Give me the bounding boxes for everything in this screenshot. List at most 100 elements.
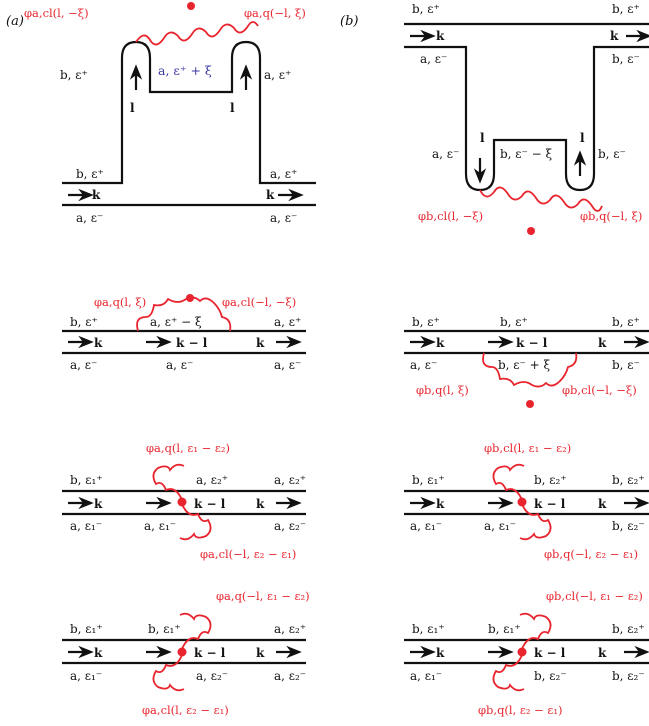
label: b, ε⁺ (70, 315, 98, 329)
label-a-em-left: a, ε⁻ (76, 211, 103, 225)
label: a, ε⁺ (274, 315, 301, 329)
label: a, ε⁻ (70, 358, 97, 372)
label-k-left: k (92, 188, 101, 202)
vertex-dot (186, 294, 194, 302)
label: a, ε⁺ − ξ (150, 315, 202, 329)
vertex-dot (517, 647, 527, 657)
wave-a-top (135, 21, 259, 46)
label-phi-b-cl: φb,cl(l, −ξ) (418, 209, 483, 223)
label-l-right: l (230, 101, 235, 115)
label: b, ε₂⁻ (612, 669, 645, 683)
label: φa,cl(l, ε₂ − ε₁) (142, 703, 229, 717)
label: b, ε₁⁺ (70, 473, 103, 487)
label: k (256, 497, 265, 511)
wave-up (179, 612, 212, 650)
label: a, ε⁻ (410, 358, 437, 372)
label: b, ε₁⁺ (70, 622, 103, 636)
label: a, ε₂⁺ (196, 473, 228, 487)
label: b, ε₁⁺ (412, 473, 445, 487)
label: φb,q(l, ξ) (416, 383, 469, 397)
label: b, ε₂⁺ (612, 473, 645, 487)
label-a-ep-right: a, ε⁺ (264, 68, 291, 82)
wave-down (492, 654, 525, 692)
label: k − l (194, 497, 226, 511)
label-k-b-left: k (436, 29, 445, 43)
label: k (94, 336, 103, 350)
vertex-dot (187, 2, 195, 10)
label: a, ε₂⁻ (274, 519, 306, 533)
label: k (598, 497, 607, 511)
wave-b-top (479, 186, 603, 212)
label: φb,q(−l, ε₂ − ε₁) (544, 547, 638, 561)
label-b-em-b: b, ε⁻ (612, 52, 640, 66)
label-b-ep: b, ε⁺ (60, 68, 88, 82)
label: b, ε₁⁺ (412, 622, 445, 636)
label: k − l (194, 646, 226, 660)
diagram-b-row3: φb,cl(l, ε₁ − ε₂) b, ε₁⁺ b, ε₂⁺ b, ε₂⁺ k… (404, 441, 649, 561)
label: k (436, 336, 445, 350)
panel-label-b: (b) (340, 14, 358, 29)
vertex-dot (526, 400, 534, 408)
diagram-a-row2: φa,q(l, ξ) φa,cl(−l, −ξ) b, ε⁺ a, ε⁺ − ξ… (62, 294, 306, 372)
label: φa,q(l, ξ) (94, 295, 146, 309)
label: b, ε⁺ (612, 315, 640, 329)
diagram-a-row3: φa,q(l, ε₁ − ε₂) b, ε₁⁺ a, ε₂⁺ a, ε₂⁺ k … (62, 441, 306, 561)
wave-up (519, 612, 552, 650)
vertex-dot (177, 647, 187, 657)
label: b, ε₂⁺ (534, 473, 567, 487)
label: k (94, 646, 103, 660)
label: a, ε⁻ (166, 358, 193, 372)
label-k-b-right: k (610, 29, 619, 43)
label-b-ep-b: b, ε⁺ (412, 2, 440, 16)
label: b, ε₂⁻ (534, 669, 567, 683)
label: a, ε₁⁻ (144, 519, 176, 533)
label: b, ε⁺ (500, 315, 528, 329)
label: φa,cl(−l, −ξ) (222, 295, 296, 309)
label-phi-a-cl: φa,cl(l, −ξ) (24, 6, 89, 20)
diagram-a-top: (a) φa,cl(l, −ξ) φa,q(−l, ξ) b, ε⁺ a, ε⁺… (6, 2, 316, 225)
label: k (436, 646, 445, 660)
label: b, ε₁⁺ (148, 622, 181, 636)
label: b, ε₂⁺ (612, 622, 645, 636)
line-a-outer-upper (62, 40, 316, 185)
panel-label-a: (a) (6, 14, 24, 29)
label: k (256, 336, 265, 350)
label: b, ε⁺ (412, 315, 440, 329)
label: φb,cl(−l, −ξ) (562, 383, 637, 397)
label: a, ε₁⁻ (70, 519, 102, 533)
label: k (436, 497, 445, 511)
diagram-a-row4: φa,q(−l, ε₁ − ε₂) b, ε₁⁺ b, ε₁⁺ a, ε₂⁺ k… (62, 589, 310, 717)
label-l-b-right: l (580, 131, 585, 145)
line-b-lower (404, 45, 649, 192)
label: b, ε⁻ (612, 358, 640, 372)
label: φa,q(l, ε₁ − ε₂) (146, 441, 230, 455)
label: a, ε₂⁺ (274, 473, 306, 487)
wave (136, 296, 232, 332)
label: a, ε₂⁻ (196, 669, 228, 683)
label: a, ε₂⁺ (274, 622, 306, 636)
label: k − l (176, 336, 208, 350)
wave (482, 352, 578, 388)
label: k (94, 497, 103, 511)
wave-down (152, 654, 185, 692)
label-a-em-right: a, ε⁻ (270, 211, 297, 225)
label-k-right: k (266, 188, 275, 202)
label: a, ε₁⁻ (410, 519, 442, 533)
label: k − l (534, 646, 566, 660)
label: a, ε₁⁻ (410, 669, 442, 683)
label-phi-b-q: φb,q(−l, ξ) (580, 209, 642, 223)
label: b, ε₂⁻ (612, 519, 645, 533)
label-phi-a-q: φa,q(−l, ξ) (244, 6, 306, 20)
label-a-em-b2: a, ε⁻ (432, 147, 459, 161)
label: k (256, 646, 265, 660)
label-l-b-left: l (480, 131, 485, 145)
label: φb,cl(l, ε₁ − ε₂) (484, 441, 571, 455)
label: b, ε₁⁺ (488, 622, 521, 636)
label-b-ep-b-right: b, ε⁺ (612, 2, 640, 16)
wave-up (152, 463, 185, 501)
wave-down (519, 503, 552, 541)
diagram-b-top: (b) b, ε⁺ b, ε⁺ k k a, ε⁻ b, ε⁻ l l a, ε… (340, 2, 649, 235)
label-b-ep-bottom: b, ε⁺ (76, 167, 104, 181)
diagram-b-row4: φb,cl(−l, ε₁ − ε₂) b, ε₁⁺ b, ε₁⁺ b, ε₂⁺ … (404, 589, 649, 717)
label: k (598, 336, 607, 350)
